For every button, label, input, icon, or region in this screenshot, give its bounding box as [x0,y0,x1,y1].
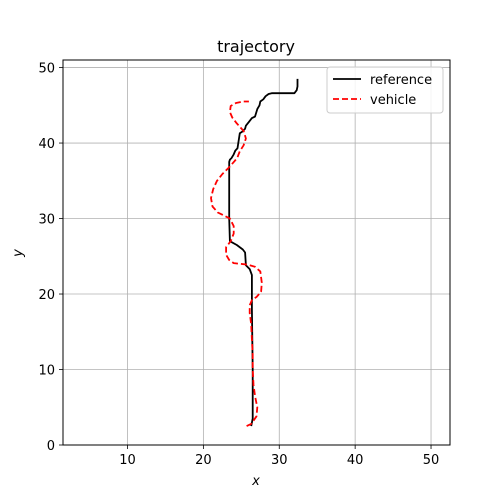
grid-lines [63,60,450,446]
y-tick-label: 40 [38,137,55,152]
x-tick-label: 10 [119,453,136,468]
x-axis-ticks: 10 20 30 40 50 [119,445,439,468]
legend-label-reference: reference [370,73,432,88]
y-tick-label: 50 [38,62,55,77]
series-line-reference [228,78,299,427]
y-tick-label: 30 [38,213,55,228]
plot-area [210,78,299,427]
x-tick-label: 50 [423,453,440,468]
axes-frame [62,59,451,446]
y-tick-label: 20 [38,288,55,303]
x-tick-label: 20 [195,453,212,468]
y-tick-label: 10 [38,364,55,379]
legend: reference vehicle [326,66,444,114]
chart-title: trajectory [217,37,295,56]
x-tick-label: 40 [347,453,364,468]
x-axis-label: x [251,474,260,489]
x-tick-label: 30 [271,453,288,468]
series-line-vehicle [210,100,263,427]
y-axis-ticks: 0 10 20 30 40 50 [38,62,63,454]
y-axis-label: y [11,249,26,258]
y-tick-label: 0 [47,439,55,454]
legend-label-vehicle: vehicle [370,93,416,108]
